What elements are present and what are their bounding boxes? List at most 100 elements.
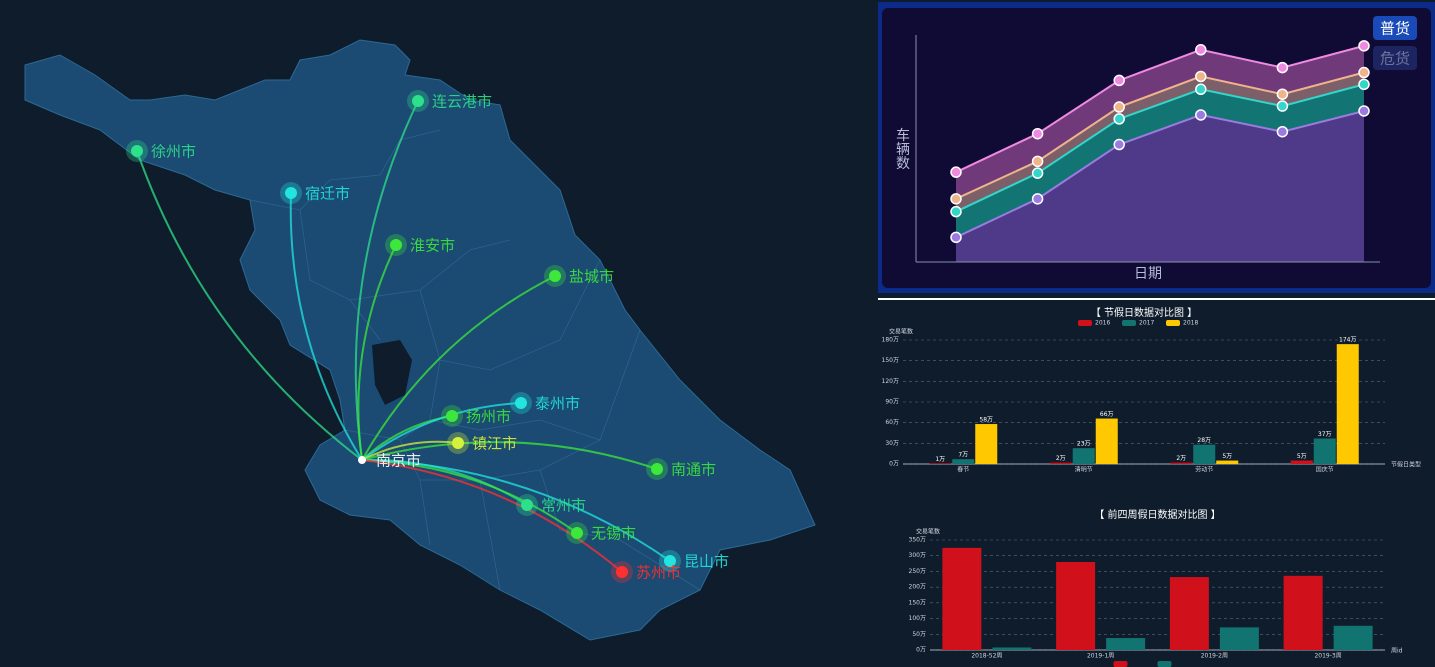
- city-dot: [521, 499, 533, 511]
- value-label: 58万: [979, 417, 993, 424]
- city-dot: [390, 239, 402, 251]
- city-dot: [412, 95, 424, 107]
- y-tick-label: 50万: [912, 631, 926, 638]
- bar: [929, 463, 952, 464]
- bar: [1313, 438, 1336, 464]
- city-label: 昆山市: [684, 553, 729, 571]
- point: [1195, 83, 1207, 96]
- legend-button[interactable]: [1373, 46, 1417, 70]
- x-tick-label: 国庆节: [1316, 466, 1334, 474]
- point: [1358, 78, 1370, 91]
- city-dot: [616, 566, 628, 578]
- bar: [1095, 418, 1118, 464]
- x-axis-label: 周id: [1391, 648, 1403, 655]
- y-tick-label: 350万: [909, 537, 926, 544]
- flow-line: [136, 150, 363, 461]
- city-dot: [131, 145, 143, 157]
- legend-label[interactable]: 危货: [1380, 50, 1410, 68]
- chart-title: 【 前四周假日数据对比图 】: [1094, 508, 1220, 521]
- bar: [1106, 638, 1146, 650]
- area: [956, 45, 1364, 199]
- city-label: 扬州市: [466, 408, 511, 426]
- value-label: 2万: [1056, 455, 1066, 462]
- bar: [942, 547, 982, 650]
- point: [1195, 109, 1207, 121]
- bar: [952, 459, 975, 464]
- bar: [1283, 575, 1323, 650]
- city-label: 无锡市: [591, 525, 636, 543]
- point: [1113, 138, 1125, 151]
- x-tick-label: 清明节: [1075, 466, 1093, 474]
- legend-swatch: [1157, 661, 1172, 667]
- value-label: 28万: [1197, 437, 1211, 444]
- value-label: 5万: [1222, 453, 1232, 460]
- legend-label: 2017: [1139, 320, 1154, 327]
- legend-label[interactable]: 普货: [1380, 20, 1410, 38]
- area: [956, 110, 1364, 262]
- x-tick-label: 2019-1周: [1087, 653, 1114, 660]
- x-tick-label: 春节: [957, 466, 969, 474]
- city-label: 苏州市: [636, 564, 681, 582]
- x-axis-label: 日期: [1134, 266, 1162, 282]
- flow-line: [361, 275, 556, 461]
- bar: [1072, 448, 1095, 464]
- value-label: 2万: [1176, 455, 1186, 462]
- bar: [1193, 444, 1216, 464]
- y-axis-label: 交易笔数: [916, 528, 940, 536]
- x-axis-label: 节假日类型: [1391, 461, 1421, 469]
- city-label: 南通市: [671, 461, 716, 479]
- city-dot: [446, 410, 458, 422]
- value-label: 5万: [1297, 453, 1307, 460]
- city-dot: [571, 527, 583, 539]
- flow-line: [289, 192, 363, 461]
- city-label: 南京市: [376, 452, 421, 470]
- point: [1031, 193, 1044, 205]
- legend-swatch: [1122, 320, 1136, 326]
- map-region: [24, 39, 816, 641]
- y-tick-label: 120万: [882, 378, 899, 385]
- y-tick-label: 30万: [885, 440, 899, 447]
- line: [955, 71, 1365, 200]
- flow-line: [361, 440, 459, 461]
- y-tick-label: 250万: [909, 568, 926, 575]
- legend-button[interactable]: [1373, 16, 1417, 40]
- city-dot: [664, 555, 676, 567]
- value-label: 23万: [1077, 441, 1091, 448]
- x-tick-label: 2019-3周: [1314, 653, 1341, 660]
- y-tick-label: 0万: [916, 647, 926, 654]
- value-label: 1万: [935, 456, 945, 463]
- line: [955, 83, 1365, 213]
- bar: [1170, 462, 1193, 464]
- y-axis-label: 交易笔数: [889, 328, 913, 336]
- x-tick-label: 2019-2周: [1201, 653, 1228, 660]
- y-tick-label: 90万: [885, 399, 899, 406]
- point: [1031, 127, 1044, 140]
- y-tick-label: 200万: [909, 584, 926, 591]
- line: [955, 44, 1365, 174]
- legend-label: 2018: [1183, 320, 1198, 327]
- point: [1358, 66, 1370, 79]
- city-label: 徐州市: [151, 143, 196, 161]
- city-label: 常州市: [541, 497, 586, 515]
- point: [1358, 105, 1370, 117]
- point: [950, 205, 962, 218]
- city-dot: [452, 437, 464, 449]
- city-dot: [651, 463, 663, 475]
- bar: [1169, 577, 1209, 650]
- point: [1031, 155, 1044, 168]
- value-label: 174万: [1339, 337, 1356, 344]
- point: [1358, 40, 1370, 52]
- bar: [975, 424, 998, 464]
- city-label: 镇江市: [472, 435, 517, 453]
- legend-swatch: [1078, 320, 1092, 326]
- flow-line: [361, 402, 522, 461]
- city-label: 淮安市: [410, 237, 455, 255]
- chart-title: 【 节假日数据对比图 】: [1091, 306, 1197, 319]
- x-tick-label: 2018-52周: [971, 653, 1002, 660]
- point: [950, 166, 962, 178]
- bar: [1219, 627, 1259, 650]
- bar: [1333, 625, 1373, 650]
- value-label: 66万: [1100, 411, 1114, 418]
- point: [1276, 100, 1289, 112]
